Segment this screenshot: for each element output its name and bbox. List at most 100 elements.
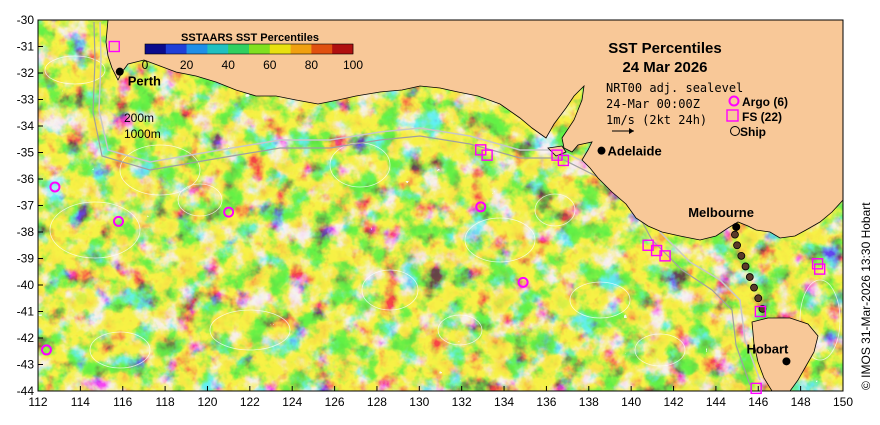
x-tick-label: 136 <box>536 395 556 409</box>
city-label: Perth <box>128 74 161 89</box>
land-australia <box>105 20 843 241</box>
colorbar-tick-label: 80 <box>305 58 319 72</box>
markers <box>40 40 826 395</box>
land-tasmania <box>751 317 819 391</box>
ship-marker <box>741 262 750 271</box>
fs-marker <box>481 149 493 161</box>
fs-legend-icon <box>726 109 739 122</box>
x-tick-label: 148 <box>791 395 811 409</box>
legend: Argo (6) FS (22) Ship <box>726 95 788 139</box>
y-tick-label: -44 <box>17 384 35 398</box>
argo-marker <box>49 181 61 193</box>
colorbar-cell <box>145 44 167 54</box>
colorbar-tick-label: 100 <box>343 58 363 72</box>
credit-text: © IMOS 31-Mar-2026 13:30 Hobart <box>859 202 873 390</box>
x-tick-label: 128 <box>367 395 387 409</box>
colorbar-cell <box>249 44 271 54</box>
y-tick-label: -43 <box>17 358 35 372</box>
fs-marker <box>813 263 826 275</box>
fs-marker <box>659 250 671 262</box>
city-dot <box>597 146 606 155</box>
x-tick-label: 112 <box>28 395 47 409</box>
argo-marker <box>113 215 124 227</box>
x-tick-label: 118 <box>156 395 175 409</box>
argo-marker <box>517 276 529 288</box>
y-tick-label: -35 <box>17 146 35 160</box>
ship-marker <box>754 294 763 303</box>
y-tick-label: -40 <box>17 278 35 292</box>
x-tick-label: 138 <box>579 395 599 409</box>
map-date: 24 Mar 2026 <box>622 59 707 76</box>
city-label: Adelaide <box>608 144 662 159</box>
x-tick-label: 114 <box>71 395 90 409</box>
colorbar-cell <box>311 44 333 54</box>
x-tick-label: 146 <box>748 395 768 409</box>
legend-ship: Ship <box>740 125 766 139</box>
x-tick-label: 124 <box>282 395 302 409</box>
y-tick-label: -31 <box>17 40 35 54</box>
ship-marker <box>745 273 754 281</box>
info-line-3: 1m/s (2kt 24h) <box>606 113 707 127</box>
colorbar-title: SSTAARS SST Percentiles <box>181 32 319 44</box>
fs-marker <box>750 382 762 395</box>
y-tick-label: -37 <box>17 199 35 213</box>
x-tick-label: 120 <box>197 395 217 409</box>
x-tick-label: 134 <box>494 395 514 409</box>
colorbar-tick-label: 0 <box>142 58 149 72</box>
isobath-1000m-label: 1000m <box>124 127 161 141</box>
fs-marker <box>754 305 767 318</box>
legend-argo: Argo (6) <box>742 95 788 109</box>
y-tick-label: -30 <box>17 13 35 27</box>
x-tick-label: 150 <box>833 395 853 409</box>
colorbar-cell <box>269 44 291 54</box>
ship-legend-icon <box>730 126 740 136</box>
y-tick-label: -36 <box>17 172 35 186</box>
argo-marker <box>223 206 235 218</box>
y-tick-label: -32 <box>17 66 35 80</box>
x-tick-label: 142 <box>664 395 684 409</box>
colorbar-cell <box>290 44 312 54</box>
x-tick-label: 122 <box>240 395 260 409</box>
city-dot <box>782 357 791 366</box>
colorbar-frame <box>144 43 354 55</box>
velocity-arrow-icon <box>612 128 634 134</box>
x-axis: 112 114 116 118 120 122 124 126 128 130 132 134 136 1… <box>28 386 853 409</box>
x-tick-label: 116 <box>113 395 132 409</box>
info-line-1: NRT00 adj. sealevel <box>606 81 743 95</box>
city-dot <box>732 222 741 231</box>
info-line-2: 24-Mar 00:00Z <box>606 97 700 111</box>
ship-marker <box>733 241 741 250</box>
city-label: Melbourne <box>688 205 754 220</box>
shelf-200m <box>98 21 761 381</box>
colorbar: SSTAARS SST Percentiles 0 20 40 60 80 100 <box>142 32 364 72</box>
colorbar-cell <box>332 44 354 54</box>
fs-marker <box>108 40 120 53</box>
colorbar-tick-label: 20 <box>180 58 194 72</box>
y-tick-label: -33 <box>17 93 35 107</box>
argo-marker <box>40 344 52 356</box>
colorbar-cell <box>165 44 187 54</box>
shelf-1000m <box>92 21 751 386</box>
isobath-200m-label: 200m <box>124 111 154 125</box>
y-tick-label: -42 <box>17 331 35 345</box>
y-tick-label: -41 <box>17 305 35 319</box>
colorbar-tick-label: 40 <box>222 58 236 72</box>
city-label: Hobart <box>746 341 789 356</box>
city-labels: Perth Adelaide Melbourne Hobart <box>115 67 791 366</box>
x-tick-label: 132 <box>452 395 472 409</box>
fs-marker <box>557 154 570 167</box>
colorbar-cell <box>207 44 229 54</box>
ship-marker <box>731 230 739 239</box>
colorbar-cell <box>228 44 250 54</box>
x-tick-label: 140 <box>621 395 641 409</box>
legend-fs: FS (22) <box>742 110 782 124</box>
y-tick-label: -34 <box>17 119 35 133</box>
colorbar-cell <box>186 44 208 54</box>
argo-marker <box>475 201 487 213</box>
colorbar-tick-label: 60 <box>263 58 277 72</box>
y-tick-label: -38 <box>17 225 35 239</box>
x-tick-label: 144 <box>706 395 726 409</box>
map-title: SST Percentiles <box>608 40 721 57</box>
city-dot <box>115 67 124 76</box>
